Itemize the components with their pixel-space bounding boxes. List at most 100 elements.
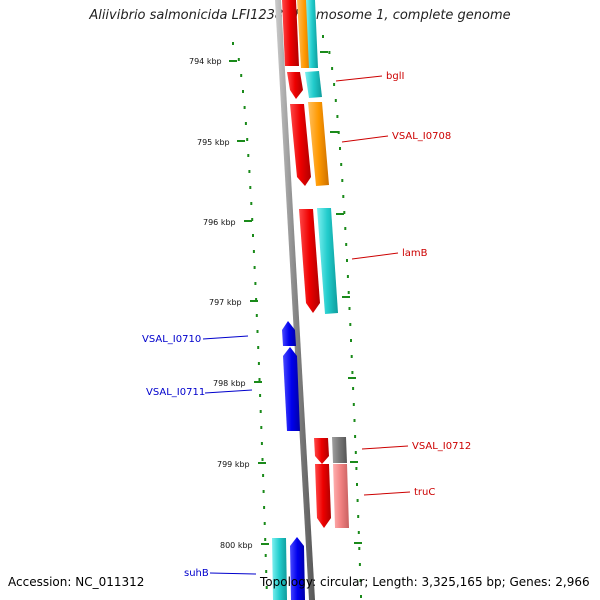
gene-arrow-VSAL_I0711[interactable]	[283, 347, 300, 431]
ruler: 794 kbp 795 kbp 796 kbp 797 kbp 798 kbp …	[189, 57, 269, 550]
ruler-label-800: 800 kbp	[220, 541, 253, 550]
minor-tick	[262, 474, 265, 477]
gene-arrow-VSAL_I0708[interactable]	[290, 104, 311, 186]
minor-tick	[257, 346, 260, 349]
minor-tick	[359, 579, 362, 582]
leader-lamB	[351, 252, 399, 260]
minor-tick	[357, 531, 360, 534]
gene-arrow-bglI-homolog[interactable]	[305, 71, 322, 98]
minor-tick	[260, 426, 263, 429]
minor-tick	[254, 282, 257, 285]
minor-tick-marks	[232, 35, 362, 598]
gene-arrow-bglI[interactable]	[287, 72, 303, 99]
leader-suhB	[209, 572, 257, 575]
minor-tick	[244, 122, 247, 125]
minor-tick	[357, 515, 360, 518]
minor-tick	[346, 275, 349, 278]
minor-tick	[247, 154, 250, 157]
gene-arrow-suhB-homolog[interactable]	[272, 538, 287, 600]
minor-tick	[348, 307, 351, 310]
ruler-label-799: 799 kbp	[217, 460, 250, 469]
minor-tick	[252, 234, 254, 237]
gene-arrow-VSAL_I0712[interactable]	[314, 438, 329, 464]
minor-tick	[253, 266, 256, 269]
gene-arrow-VSAL_I0708-homolog[interactable]	[308, 102, 329, 186]
minor-tick	[259, 394, 262, 397]
minor-tick	[264, 554, 267, 557]
leader-truC	[363, 491, 411, 496]
ruler-label-794: 794 kbp	[189, 57, 222, 66]
ruler-label-797: 797 kbp	[209, 298, 242, 307]
genome-summary-text: Topology: circular; Length: 3,325,165 bp…	[260, 575, 590, 589]
leader-VSAL_I0710	[202, 335, 249, 340]
minor-tick	[342, 195, 345, 198]
minor-tick	[249, 186, 252, 189]
minor-tick	[345, 243, 348, 246]
minor-tick	[340, 163, 343, 166]
gene-arrow-VSAL_I0710[interactable]	[282, 321, 296, 346]
label-suhB[interactable]: suhB	[184, 568, 209, 579]
minor-tick	[251, 218, 254, 221]
minor-tick	[351, 371, 354, 374]
minor-tick	[354, 435, 357, 438]
gene-arrow-truC-homolog[interactable]	[333, 464, 349, 528]
minor-tick	[261, 458, 264, 461]
accession-text: Accession: NC_011312	[8, 575, 145, 589]
outer-ring-ticks	[320, 51, 362, 544]
minor-tick	[355, 467, 358, 470]
minor-tick	[346, 259, 348, 262]
genome-backbone	[275, 0, 315, 600]
minor-tick	[248, 170, 251, 173]
label-VSAL_I0710[interactable]: VSAL_I0710	[142, 334, 201, 345]
gene-labels: bglI VSAL_I0708 lamB VSAL_I0710 VSAL_I07…	[142, 71, 471, 579]
gene-arrow-lamB-homolog[interactable]	[317, 208, 338, 314]
label-lamB[interactable]: lamB	[402, 248, 428, 259]
minor-tick	[237, 58, 240, 61]
minor-tick	[341, 179, 344, 182]
leader-VSAL_I0708	[341, 135, 389, 143]
minor-tick	[333, 83, 336, 86]
minor-tick	[331, 67, 334, 70]
label-VSAL_I0711[interactable]: VSAL_I0711	[146, 387, 205, 398]
minor-tick	[358, 547, 361, 550]
minor-tick	[259, 410, 262, 413]
minor-tick	[260, 442, 263, 445]
minor-tick	[343, 211, 346, 214]
label-truC[interactable]: truC	[414, 487, 435, 498]
minor-tick	[352, 403, 355, 406]
label-VSAL_I0712[interactable]: VSAL_I0712	[412, 441, 471, 452]
gene-arrow-truC[interactable]	[315, 464, 331, 528]
minor-tick	[352, 387, 355, 390]
minor-tick	[339, 147, 341, 150]
ruler-label-798: 798 kbp	[213, 379, 246, 388]
label-bglI[interactable]: bglI	[386, 71, 404, 82]
minor-tick	[349, 323, 352, 326]
minor-tick	[350, 355, 353, 358]
minor-tick	[263, 506, 266, 509]
gene-features	[272, 0, 349, 600]
gene-arrow-lamB[interactable]	[299, 209, 320, 313]
minor-tick	[353, 419, 356, 422]
minor-tick	[322, 35, 324, 38]
leader-VSAL_I0711	[204, 389, 253, 394]
minor-tick	[263, 522, 266, 525]
ruler-label-796: 796 kbp	[203, 218, 236, 227]
minor-tick	[250, 202, 253, 205]
minor-tick	[232, 42, 234, 45]
minor-tick	[257, 362, 260, 365]
minor-tick	[336, 115, 339, 118]
minor-tick	[360, 595, 362, 598]
minor-tick	[334, 99, 337, 102]
gene-arrow-suhB[interactable]	[290, 537, 305, 600]
gene-arrow-VSAL_I0712-homolog[interactable]	[332, 437, 347, 463]
leader-bglI	[335, 75, 383, 82]
label-VSAL_I0708[interactable]: VSAL_I0708	[392, 131, 451, 142]
minor-tick	[265, 586, 268, 589]
minor-tick	[258, 378, 261, 381]
gene-arrow-top-red[interactable]	[282, 0, 299, 66]
gene-arrow-top-cyan[interactable]	[306, 0, 318, 68]
minor-tick	[344, 227, 347, 230]
minor-tick	[356, 499, 359, 502]
minor-tick	[240, 74, 243, 77]
